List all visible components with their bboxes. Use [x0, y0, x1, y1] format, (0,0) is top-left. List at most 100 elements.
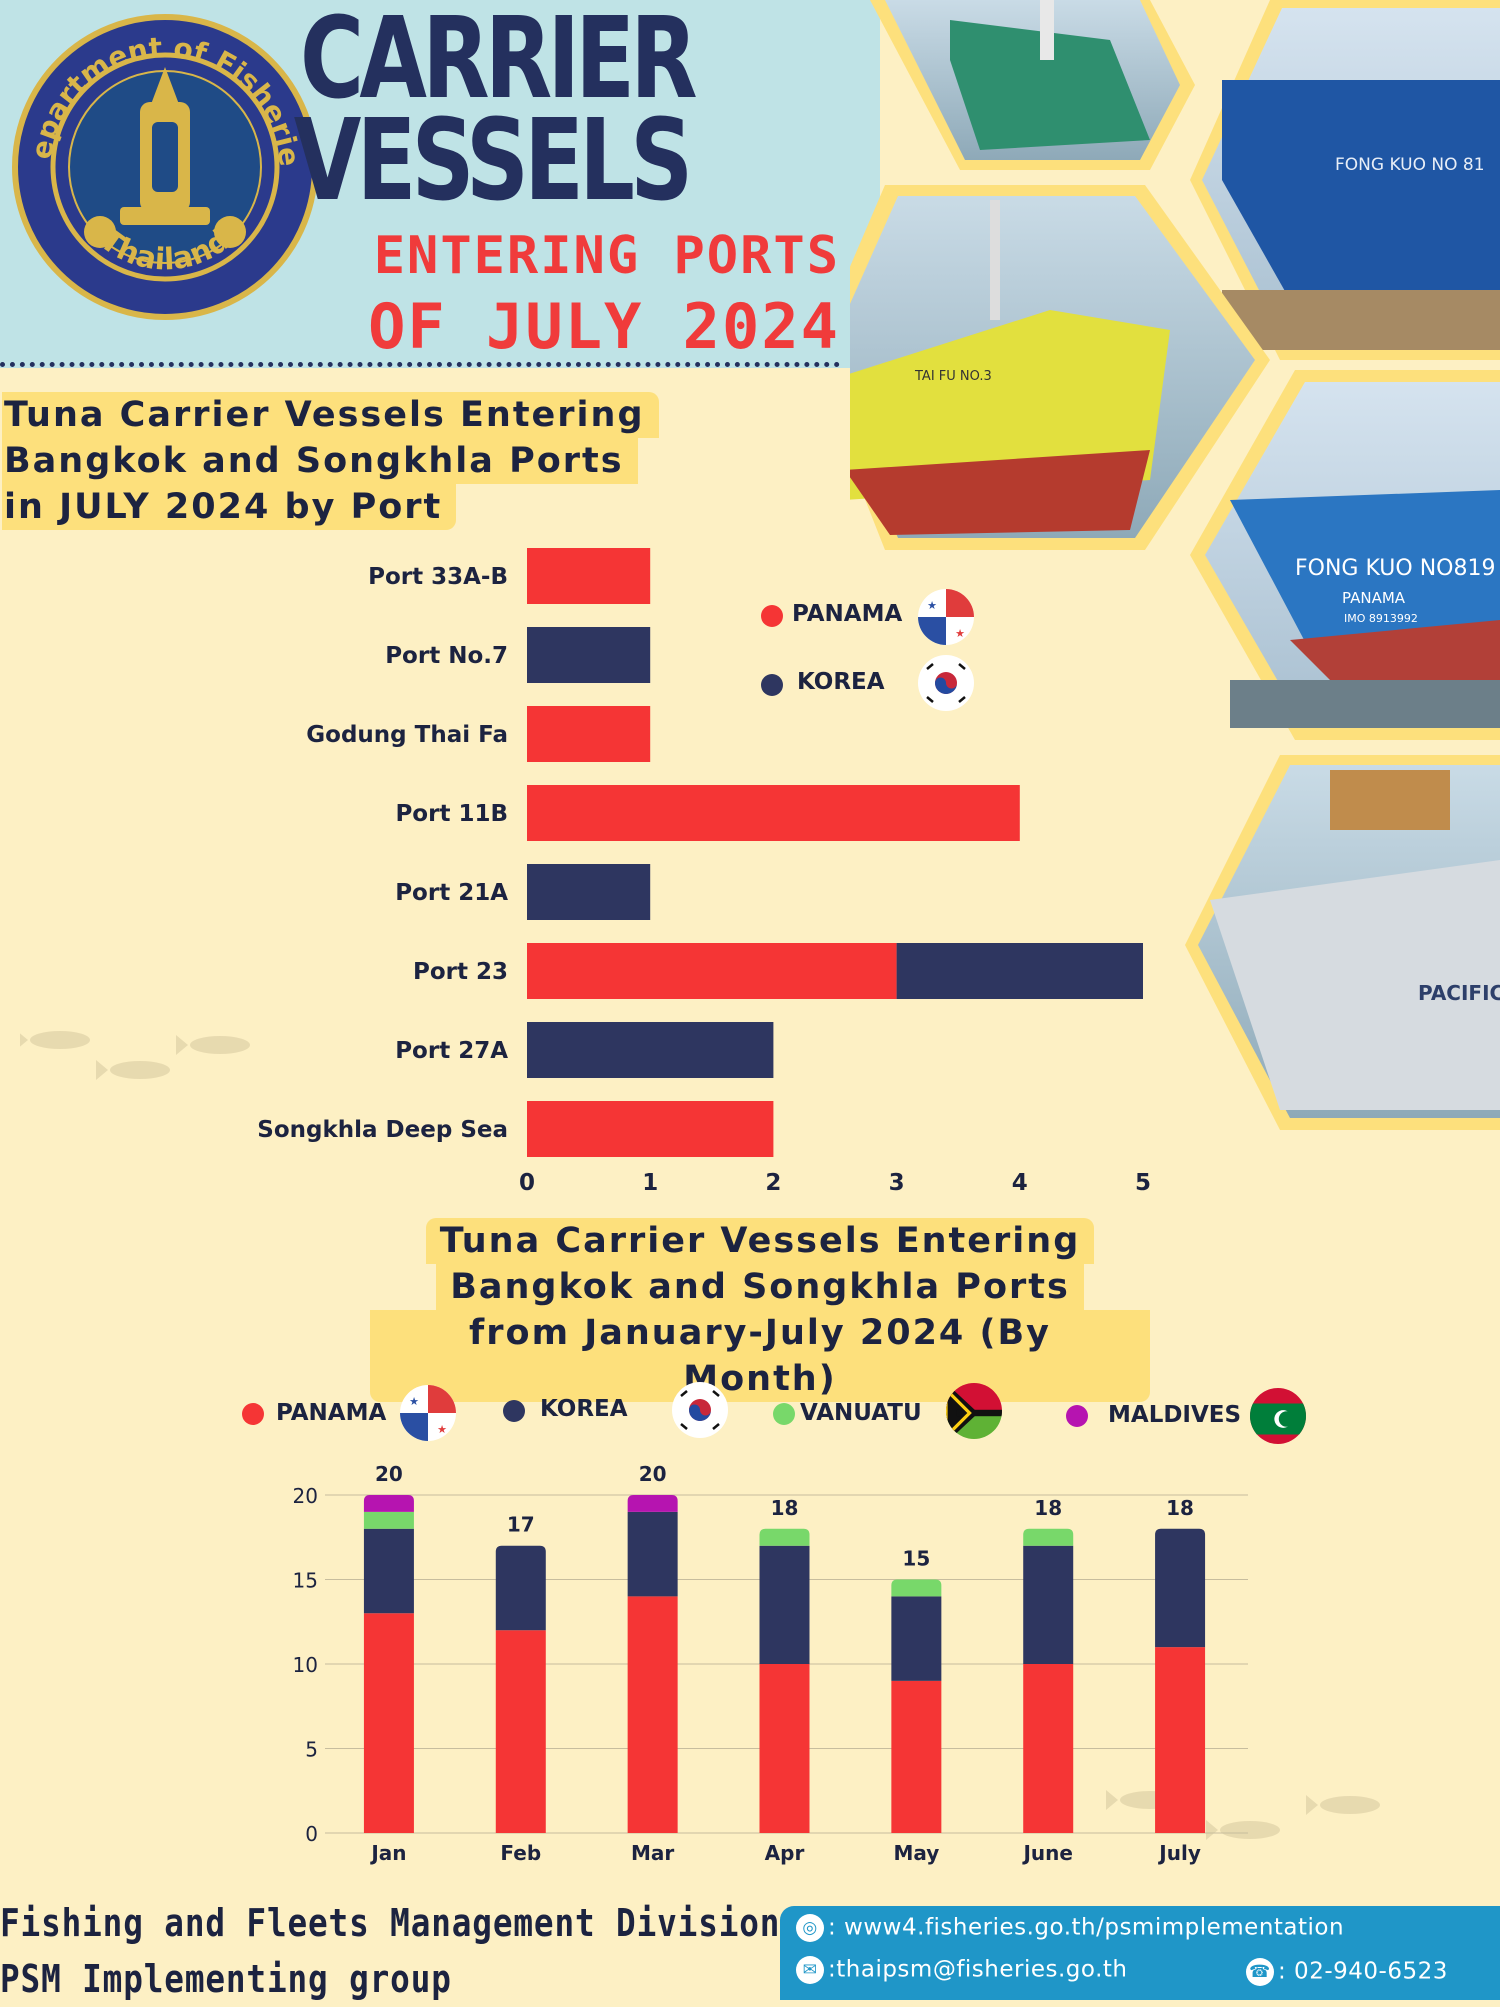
bar-panama — [527, 1101, 774, 1157]
y-tick-label: Port 21A — [395, 880, 508, 906]
y-tick-label: Port 27A — [395, 1038, 508, 1064]
panama-flag-icon: ★ ★ — [400, 1385, 456, 1441]
bar-vanuatu — [759, 1528, 810, 1546]
x-tick-label: May — [893, 1841, 939, 1865]
y-tick-label: 20 — [293, 1484, 318, 1508]
globe-icon: ◎ — [796, 1914, 824, 1942]
subtitle-line-2: OF JULY 2024 — [368, 290, 840, 363]
svg-text:★: ★ — [409, 1395, 419, 1408]
bar-vanuatu — [363, 1511, 414, 1529]
y-tick-label: Port 11B — [395, 801, 508, 827]
green-ship-photo — [870, 0, 1195, 170]
bar-panama — [527, 785, 1020, 841]
maldives-flag-icon — [1250, 1388, 1306, 1444]
total-label: 18 — [1166, 1496, 1194, 1520]
x-tick-label: 2 — [765, 1170, 781, 1195]
legend2-maldives-label: MALDIVES — [1108, 1402, 1242, 1428]
bar-vanuatu — [891, 1579, 942, 1597]
photo-caption-4c: IMO 8913992 — [1344, 612, 1418, 625]
bar-korea — [1155, 1528, 1206, 1648]
total-label: 18 — [771, 1496, 799, 1520]
svg-text:★: ★ — [955, 627, 965, 640]
bar-korea — [891, 1596, 942, 1681]
mail-icon: ✉ — [796, 1956, 824, 1984]
photo-caption-5: PACIFIC — [1418, 981, 1500, 1005]
bar-panama — [527, 706, 651, 762]
photo-caption-2: FONG KUO NO 81 — [1335, 155, 1485, 175]
bar-korea — [495, 1545, 546, 1631]
bar-panama — [891, 1680, 942, 1833]
footer-contact-box: ◎: www4.fisheries.go.th/psmimplementatio… — [780, 1906, 1500, 2000]
total-label: 20 — [639, 1462, 667, 1486]
legend-panama-label: PANAMA — [792, 601, 903, 627]
x-tick-label: June — [1021, 1841, 1072, 1865]
x-tick-label: Feb — [500, 1841, 541, 1865]
yellow-ship-photo: TAI FU NO.3 — [810, 185, 1270, 550]
chart2-title-line-2: Bangkok and Songkhla Ports — [450, 1267, 1070, 1307]
svg-text:★: ★ — [927, 599, 937, 612]
y-tick-label: Port 23 — [413, 959, 508, 985]
legend2-vanuatu-swatch — [773, 1403, 795, 1425]
legend2-vanuatu-label: VANUATU — [800, 1400, 922, 1426]
footer-division-line-2: PSM Implementing group — [0, 1957, 452, 2001]
total-label: 18 — [1034, 1496, 1062, 1520]
legend-panama-swatch — [761, 605, 783, 627]
title-line-1: CARRIER — [300, 0, 698, 124]
bar-panama — [527, 548, 651, 604]
white-ship-photo: PACIFIC — [1185, 755, 1500, 1130]
y-tick-label: 10 — [293, 1653, 318, 1677]
phone-icon: ☎ — [1246, 1958, 1274, 1986]
legend-korea-swatch — [761, 674, 783, 696]
email-link[interactable]: :thaipsm@fisheries.go.th — [828, 1956, 1128, 1983]
x-tick-label: 3 — [889, 1170, 905, 1195]
bar-korea — [759, 1545, 810, 1664]
page-title: CARRIER VESSELS — [294, 0, 698, 217]
photo-caption-4: FONG KUO NO819 — [1295, 556, 1495, 581]
vanuatu-flag-icon — [946, 1383, 1002, 1439]
chart1-title-line-2: Bangkok and Songkhla Ports — [2, 438, 638, 484]
y-tick-label: 5 — [305, 1738, 318, 1762]
x-tick-label: 0 — [519, 1170, 535, 1195]
x-tick-label: 1 — [642, 1170, 658, 1195]
chart1-title-line-3: in JULY 2024 by Port — [2, 484, 457, 530]
legend2-korea-label: KOREA — [540, 1396, 628, 1422]
y-tick-label: Port 33A-B — [368, 564, 508, 590]
bar-korea — [527, 864, 651, 920]
bar-korea — [527, 1022, 774, 1078]
chart2-title: Tuna Carrier Vessels Entering Bangkok an… — [370, 1218, 1150, 1402]
bar-maldives — [363, 1495, 414, 1512]
bar-korea — [627, 1511, 678, 1597]
bar-panama — [527, 943, 897, 999]
x-tick-label: Jan — [369, 1841, 406, 1865]
total-label: 20 — [375, 1462, 403, 1486]
y-tick-label: 0 — [305, 1822, 318, 1846]
bar-maldives — [627, 1495, 678, 1512]
blue-ship-photo: FONG KUO NO 81 — [1190, 0, 1500, 360]
chart1-title-line-1: Tuna Carrier Vessels Entering — [2, 392, 659, 438]
chart2-title-line-3: from January-July 2024 (By Month) — [469, 1313, 1051, 1399]
legend2-panama-label: PANAMA — [276, 1400, 387, 1426]
bar-panama — [495, 1630, 546, 1833]
bar-panama — [363, 1613, 414, 1833]
website-link[interactable]: : www4.fisheries.go.th/psmimplementation — [828, 1914, 1345, 1941]
bar-panama — [759, 1664, 810, 1833]
y-tick-label: Godung Thai Fa — [306, 722, 508, 748]
title-line-2: VESSELS — [293, 96, 693, 226]
korea-flag-icon — [918, 655, 974, 711]
x-tick-label: 5 — [1135, 1170, 1151, 1195]
y-tick-label: Port No.7 — [385, 643, 508, 669]
panama-flag-icon: ★ ★ — [918, 589, 974, 645]
total-label: 17 — [507, 1513, 535, 1537]
photo-caption-3: TAI FU NO.3 — [914, 369, 992, 384]
department-of-fisheries-logo: Department of Fisheries Thailand — [10, 12, 318, 320]
chart1-title: Tuna Carrier Vessels Entering Bangkok an… — [0, 392, 670, 530]
bar-korea — [363, 1528, 414, 1614]
ship-photo-collage: FONG KUO NO 81 TAI FU NO.3 FONG KUO NO81… — [810, 0, 1500, 1130]
x-tick-label: Mar — [631, 1841, 674, 1865]
footer-division-line-1: Fishing and Fleets Management Division — [0, 1901, 781, 1945]
y-tick-label: Songkhla Deep Sea — [257, 1117, 508, 1143]
y-tick-label: 15 — [293, 1569, 318, 1593]
photo-caption-4b: PANAMA — [1342, 589, 1406, 607]
blue-ship-bow-photo: FONG KUO NO819 PANAMA IMO 8913992 — [1190, 370, 1500, 740]
monthly-bar-chart: 0 5 10 15 20 20 Jan 17 Feb 20 Mar 18 Apr 15 May 18 June 1… — [293, 1462, 1248, 1865]
